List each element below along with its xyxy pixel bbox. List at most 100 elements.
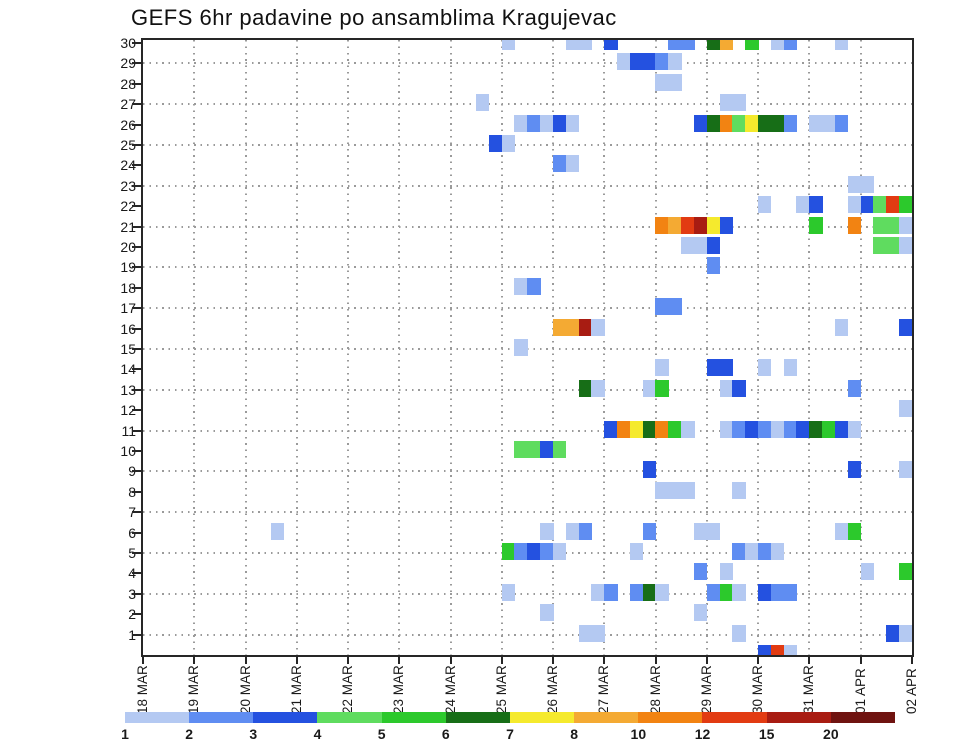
- heatmap-cell: [732, 114, 746, 132]
- x-axis-tick: [398, 655, 401, 664]
- heatmap-cell: [668, 73, 682, 91]
- heatmap-cell: [719, 563, 733, 581]
- heatmap-cell: [514, 441, 528, 458]
- heatmap-cell: [655, 583, 669, 601]
- heatmap-cell: [719, 583, 733, 601]
- heatmap-cell: [501, 583, 516, 601]
- heatmap-cell: [847, 216, 862, 234]
- heatmap-cell: [642, 522, 657, 540]
- heatmap-cell: [501, 135, 516, 152]
- heatmap-cell: [476, 94, 490, 112]
- heatmap-cell: [732, 420, 746, 438]
- x-axis-label: 24 MAR: [442, 665, 458, 714]
- y-axis-label: 12: [120, 402, 136, 419]
- heatmap-cell: [732, 94, 746, 112]
- y-axis-tick: [132, 123, 143, 126]
- heatmap-cell: [681, 420, 695, 438]
- y-axis-tick: [132, 286, 143, 289]
- x-axis-label: 01 APR: [852, 668, 868, 714]
- heatmap-cell: [745, 114, 759, 132]
- y-axis-tick: [132, 62, 143, 65]
- x-axis-label: 27 MAR: [596, 665, 612, 714]
- heatmap-cell: [693, 114, 708, 132]
- heatmap-cell: [655, 216, 669, 234]
- heatmap-cell: [617, 420, 631, 438]
- heatmap-cell: [783, 40, 798, 50]
- x-axis-label: 19 MAR: [186, 665, 202, 714]
- heatmap-cell: [898, 196, 912, 214]
- grid-hline: [143, 307, 912, 310]
- heatmap-cell: [681, 237, 695, 254]
- heatmap-cell: [706, 257, 721, 275]
- x-axis-label: 30 MAR: [750, 665, 766, 714]
- x-axis-label: 20 MAR: [237, 665, 253, 714]
- heatmap-cell: [578, 40, 592, 50]
- y-axis-label: 14: [120, 361, 136, 378]
- grid-vline: [500, 40, 503, 655]
- heatmap-cell: [655, 73, 669, 91]
- heatmap-cell: [668, 420, 682, 438]
- heatmap-cell: [540, 604, 554, 622]
- heatmap-cell: [719, 359, 733, 377]
- heatmap-cell: [783, 645, 798, 655]
- heatmap-cell: [809, 216, 823, 234]
- heatmap-cell: [847, 522, 862, 540]
- heatmap-cell: [693, 563, 708, 581]
- heatmap-cell: [642, 420, 657, 438]
- heatmap-cell: [783, 583, 798, 601]
- heatmap-cell: [834, 318, 849, 336]
- grid-vline: [654, 40, 657, 655]
- heatmap-cell: [770, 645, 785, 655]
- x-axis-label: 28 MAR: [647, 665, 663, 714]
- heatmap-cell: [270, 522, 285, 540]
- y-axis-tick: [132, 613, 143, 616]
- heatmap-cell: [591, 318, 605, 336]
- heatmap-cell: [642, 461, 657, 479]
- heatmap-cell: [565, 40, 580, 50]
- grid-hline: [143, 225, 912, 228]
- y-axis-tick: [132, 633, 143, 636]
- colorbar-label: 3: [249, 726, 258, 742]
- colorbar: [125, 712, 895, 723]
- heatmap-cell: [847, 379, 862, 397]
- x-axis-tick: [705, 655, 708, 664]
- colorbar-label: 1: [121, 726, 129, 742]
- y-axis-tick: [132, 552, 143, 554]
- grid-vline: [705, 40, 708, 655]
- heatmap-cell: [770, 420, 785, 438]
- grid-hline: [143, 592, 912, 595]
- heatmap-cell: [681, 216, 695, 234]
- y-axis-tick: [132, 572, 143, 575]
- y-axis-label: 22: [120, 198, 136, 215]
- y-axis-tick: [132, 470, 143, 473]
- grid-hline: [143, 511, 912, 514]
- heatmap-cell: [873, 216, 887, 234]
- heatmap-cell: [565, 114, 580, 132]
- heatmap-cell: [501, 40, 516, 50]
- heatmap-cell: [732, 481, 746, 499]
- y-axis-label: 13: [120, 381, 136, 398]
- heatmap-cell: [898, 216, 912, 234]
- y-axis-label: 23: [120, 177, 136, 194]
- heatmap-cell: [706, 522, 721, 540]
- colorbar-segment: [189, 712, 254, 723]
- x-axis-tick: [757, 655, 760, 664]
- colorbar-label: 8: [570, 726, 579, 742]
- grid-vline: [757, 40, 760, 655]
- heatmap-cell: [565, 155, 580, 173]
- x-axis-tick: [500, 655, 503, 664]
- heatmap-cell: [655, 359, 669, 377]
- heatmap-cell: [719, 216, 733, 234]
- heatmap-cell: [834, 40, 849, 50]
- heatmap-cell: [527, 114, 541, 132]
- y-axis-tick: [132, 307, 143, 310]
- heatmap-cell: [642, 53, 657, 71]
- x-axis-tick: [808, 655, 811, 664]
- heatmap-cell: [591, 624, 605, 642]
- heatmap-cell: [591, 583, 605, 601]
- heatmap-cell: [886, 196, 900, 214]
- colorbar-segment: [766, 712, 831, 723]
- y-axis-label: 29: [120, 55, 136, 72]
- grid-hline: [143, 633, 912, 636]
- heatmap-cell: [629, 583, 644, 601]
